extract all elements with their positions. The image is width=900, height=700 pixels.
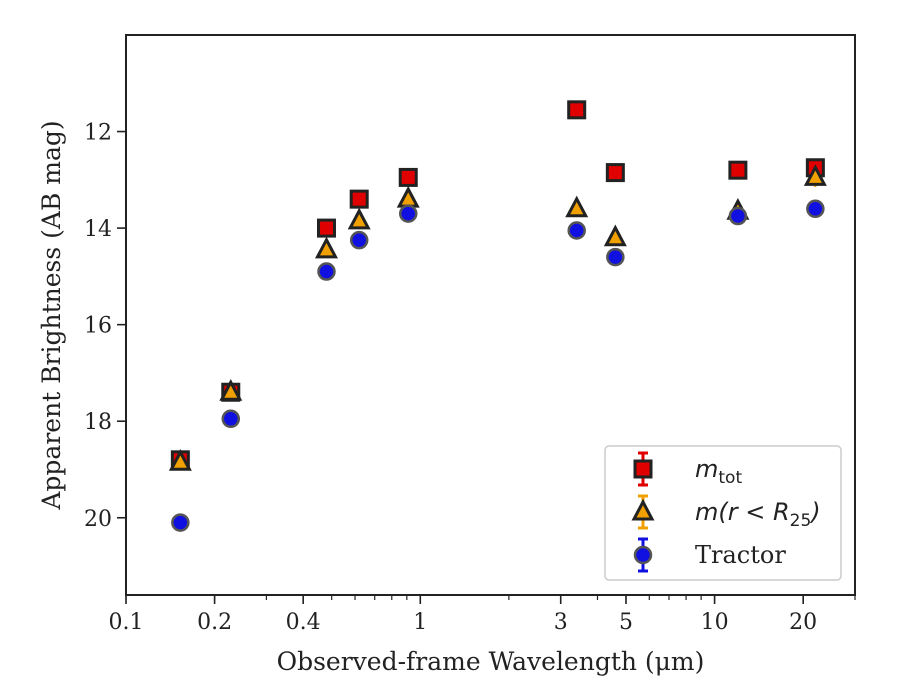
x-axis-label: Observed-frame Wavelength (μm) [277, 647, 705, 676]
tractor-marker [317, 262, 336, 281]
legend: mtot m(r < R25) Tractor [604, 445, 842, 581]
y-tick-label: 14 [84, 217, 112, 242]
tractor-marker [221, 409, 241, 429]
y-tick-label: 12 [84, 121, 112, 146]
mr25-marker [396, 185, 420, 208]
mtot-marker [398, 167, 418, 187]
mr25-marker [347, 207, 371, 230]
tractor-marker [606, 247, 625, 267]
mr25-marker [565, 195, 589, 218]
mtot-marker [349, 189, 369, 209]
legend-item-mr25: m(r < R25) [631, 494, 821, 531]
mr25-marker [219, 379, 243, 401]
mtot-marker [567, 100, 587, 120]
legend-item-mtot: mtot [633, 451, 742, 488]
legend-box [604, 445, 842, 581]
legend-item-tractor: Tractor [633, 537, 786, 573]
legend-label: Tractor [695, 541, 786, 569]
mr25-marker [803, 164, 827, 186]
tick-labels: 0.1 0.2 0.4 1 3 5 10 20 12 14 16 18 20 [84, 121, 817, 635]
y-tick-label: 16 [84, 314, 112, 339]
tractor-marker [398, 204, 418, 223]
legend-marker [633, 545, 653, 565]
x-tick-label: 1 [413, 610, 427, 635]
x-tick-label: 0.2 [197, 610, 232, 635]
tractor-marker [349, 230, 369, 250]
mtot-marker [728, 160, 748, 180]
legend-marker [631, 498, 655, 521]
x-tick-label: 0.1 [109, 610, 144, 635]
y-axis-label: Apparent Brightness (AB mag) [37, 120, 66, 510]
mr25-marker [168, 449, 192, 471]
tractor-marker [728, 206, 748, 226]
tractor-marker [171, 513, 190, 532]
legend-label: m(r < R25) [695, 498, 821, 531]
x-tick-label: 5 [619, 610, 633, 635]
data-markers [168, 100, 827, 532]
plot-frame [125, 34, 856, 596]
legend-label: mtot [695, 455, 742, 488]
mtot-marker [316, 218, 336, 238]
x-tick-label: 10 [701, 610, 729, 635]
y-tick-label: 18 [84, 410, 112, 435]
x-tick-label: 0.4 [286, 610, 321, 635]
axis-ticks [117, 130, 804, 604]
tractor-marker [567, 221, 586, 240]
x-tick-label: 3 [554, 610, 568, 635]
mr25-marker [603, 224, 627, 247]
mtot-marker [605, 163, 625, 183]
y-tick-label: 20 [84, 507, 112, 532]
tractor-marker [806, 199, 825, 219]
x-tick-label: 20 [789, 610, 817, 635]
legend-marker [633, 459, 653, 479]
mr25-marker [314, 236, 338, 259]
